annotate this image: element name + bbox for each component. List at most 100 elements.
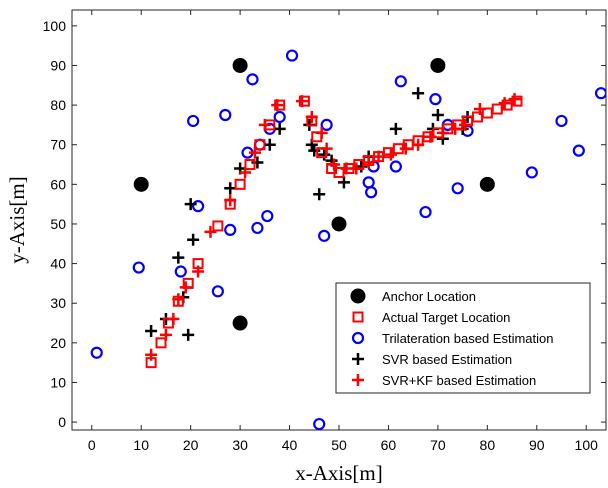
data-point	[182, 328, 195, 341]
data-point	[331, 216, 347, 232]
data-point	[412, 138, 425, 151]
data-point	[394, 75, 407, 88]
data-point	[419, 205, 432, 219]
data-point	[412, 87, 425, 100]
data-point	[459, 118, 472, 131]
data-point	[184, 198, 197, 211]
x-axis-title: x-Axis[m]	[295, 461, 383, 485]
data-point	[313, 417, 326, 430]
legend-item: Actual Target Location	[352, 310, 510, 325]
data-point	[594, 87, 606, 100]
data-point	[263, 138, 276, 151]
data-point	[449, 122, 462, 135]
data-point	[308, 144, 321, 157]
data-point	[295, 95, 308, 108]
axis-ticks: 0 10 20 30 40 50 60 70 80 90 100 0 10 20 30 40 50 60 70 80 9…	[43, 10, 606, 453]
data-point	[350, 162, 363, 175]
legend-box	[335, 282, 591, 394]
data-point	[431, 109, 444, 121]
x-tick-label: 20	[183, 437, 199, 453]
legend-marker	[352, 311, 364, 323]
data-point	[187, 114, 200, 128]
data-point	[167, 313, 180, 326]
series-svr-kf-based-estimation	[145, 93, 521, 361]
y-tick-label: 50	[50, 216, 66, 232]
data-point	[155, 337, 167, 349]
data-point	[424, 130, 437, 143]
data-point	[132, 261, 145, 274]
data-point	[271, 99, 284, 112]
data-point	[451, 182, 464, 195]
y-tick-label: 60	[50, 176, 66, 192]
x-tick-label: 70	[430, 437, 446, 453]
data-point	[204, 225, 217, 238]
data-point	[251, 221, 264, 235]
data-point	[251, 156, 264, 169]
legend-label: Trilateration based Estimation	[382, 331, 554, 346]
data-point	[172, 251, 185, 264]
data-point	[187, 233, 200, 246]
data-point	[555, 114, 568, 128]
data-point	[224, 223, 237, 237]
data-point	[232, 57, 248, 73]
data-point	[320, 118, 333, 132]
data-point	[273, 110, 286, 124]
legend-label: Anchor Location	[382, 289, 476, 304]
data-point	[479, 176, 495, 192]
y-tick-label: 30	[50, 295, 66, 311]
data-point	[212, 220, 224, 232]
data-point	[318, 229, 331, 242]
x-tick-label: 90	[529, 437, 545, 453]
legend-marker	[350, 288, 366, 304]
data-point	[473, 103, 486, 116]
data-point	[305, 110, 318, 123]
data-point	[224, 194, 237, 207]
data-point	[498, 97, 511, 110]
data-point	[239, 166, 252, 179]
data-point	[211, 285, 224, 298]
data-point	[261, 209, 274, 223]
data-point	[254, 139, 266, 151]
data-point	[525, 166, 538, 179]
data-point	[285, 49, 299, 62]
data-point	[389, 160, 402, 173]
y-tick-label: 0	[58, 414, 66, 430]
data-point	[234, 178, 246, 190]
data-point	[372, 150, 385, 163]
legend-marker	[352, 353, 364, 365]
data-point	[224, 182, 237, 195]
data-point	[232, 315, 248, 331]
y-tick-label: 70	[50, 137, 66, 153]
data-point	[429, 93, 442, 106]
legend-item: SVR+KF based Estimation	[352, 373, 536, 388]
x-tick-label: 10	[133, 437, 149, 453]
y-tick-label: 80	[50, 97, 66, 113]
data-point	[337, 176, 350, 189]
data-point	[318, 148, 331, 161]
data-point	[399, 142, 412, 155]
data-marks	[90, 49, 606, 430]
data-point	[179, 281, 192, 294]
legend-marker	[351, 331, 365, 345]
x-tick-label: 30	[232, 437, 248, 453]
y-tick-label: 40	[50, 256, 66, 272]
data-point	[389, 122, 402, 135]
data-point	[159, 328, 172, 341]
x-tick-label: 100	[575, 437, 599, 453]
y-axis-title: y-Axis[m]	[5, 176, 29, 264]
data-point	[320, 142, 333, 155]
data-point	[258, 118, 271, 131]
data-point	[192, 265, 205, 278]
legend-item: Trilateration based Estimation	[351, 331, 554, 346]
data-point	[244, 159, 256, 171]
x-tick-label: 0	[88, 437, 96, 453]
x-tick-label: 60	[381, 437, 397, 453]
data-point	[90, 346, 103, 359]
legend-item: SVR based Estimation	[352, 352, 512, 367]
data-point	[219, 108, 232, 122]
data-point	[362, 156, 375, 169]
data-point	[508, 93, 521, 106]
y-tick-label: 100	[43, 18, 67, 34]
legend-label: Actual Target Location	[382, 310, 510, 325]
